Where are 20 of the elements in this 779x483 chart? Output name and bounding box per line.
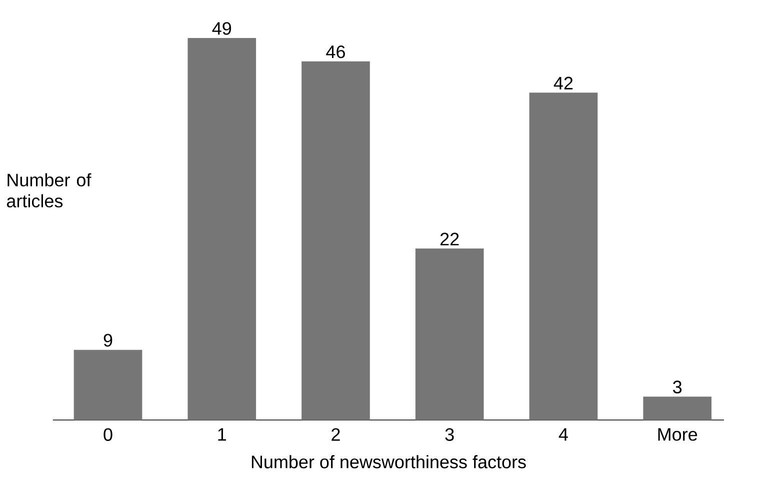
bar xyxy=(529,92,598,420)
data-label: 42 xyxy=(554,76,573,90)
x-tick-label: 4 xyxy=(558,428,568,441)
x-tick-label: More xyxy=(658,428,698,441)
data-label: 3 xyxy=(673,380,682,394)
data-label: 9 xyxy=(104,334,112,347)
x-tick-label: 1 xyxy=(218,428,226,441)
bar xyxy=(415,248,484,420)
data-label: 46 xyxy=(326,45,345,58)
bar xyxy=(643,396,712,420)
bar xyxy=(302,61,370,420)
x-tick-label: 2 xyxy=(332,428,340,441)
x-tick-label: 0 xyxy=(104,428,112,441)
bar xyxy=(188,38,256,420)
x-tick-label: 3 xyxy=(445,428,454,441)
data-label: 49 xyxy=(212,22,232,35)
bar xyxy=(74,350,142,420)
y-axis-title: Number of articles xyxy=(6,173,92,208)
x-axis-title: Number of newsworthiness factors xyxy=(252,455,526,468)
data-label: 22 xyxy=(440,232,459,246)
